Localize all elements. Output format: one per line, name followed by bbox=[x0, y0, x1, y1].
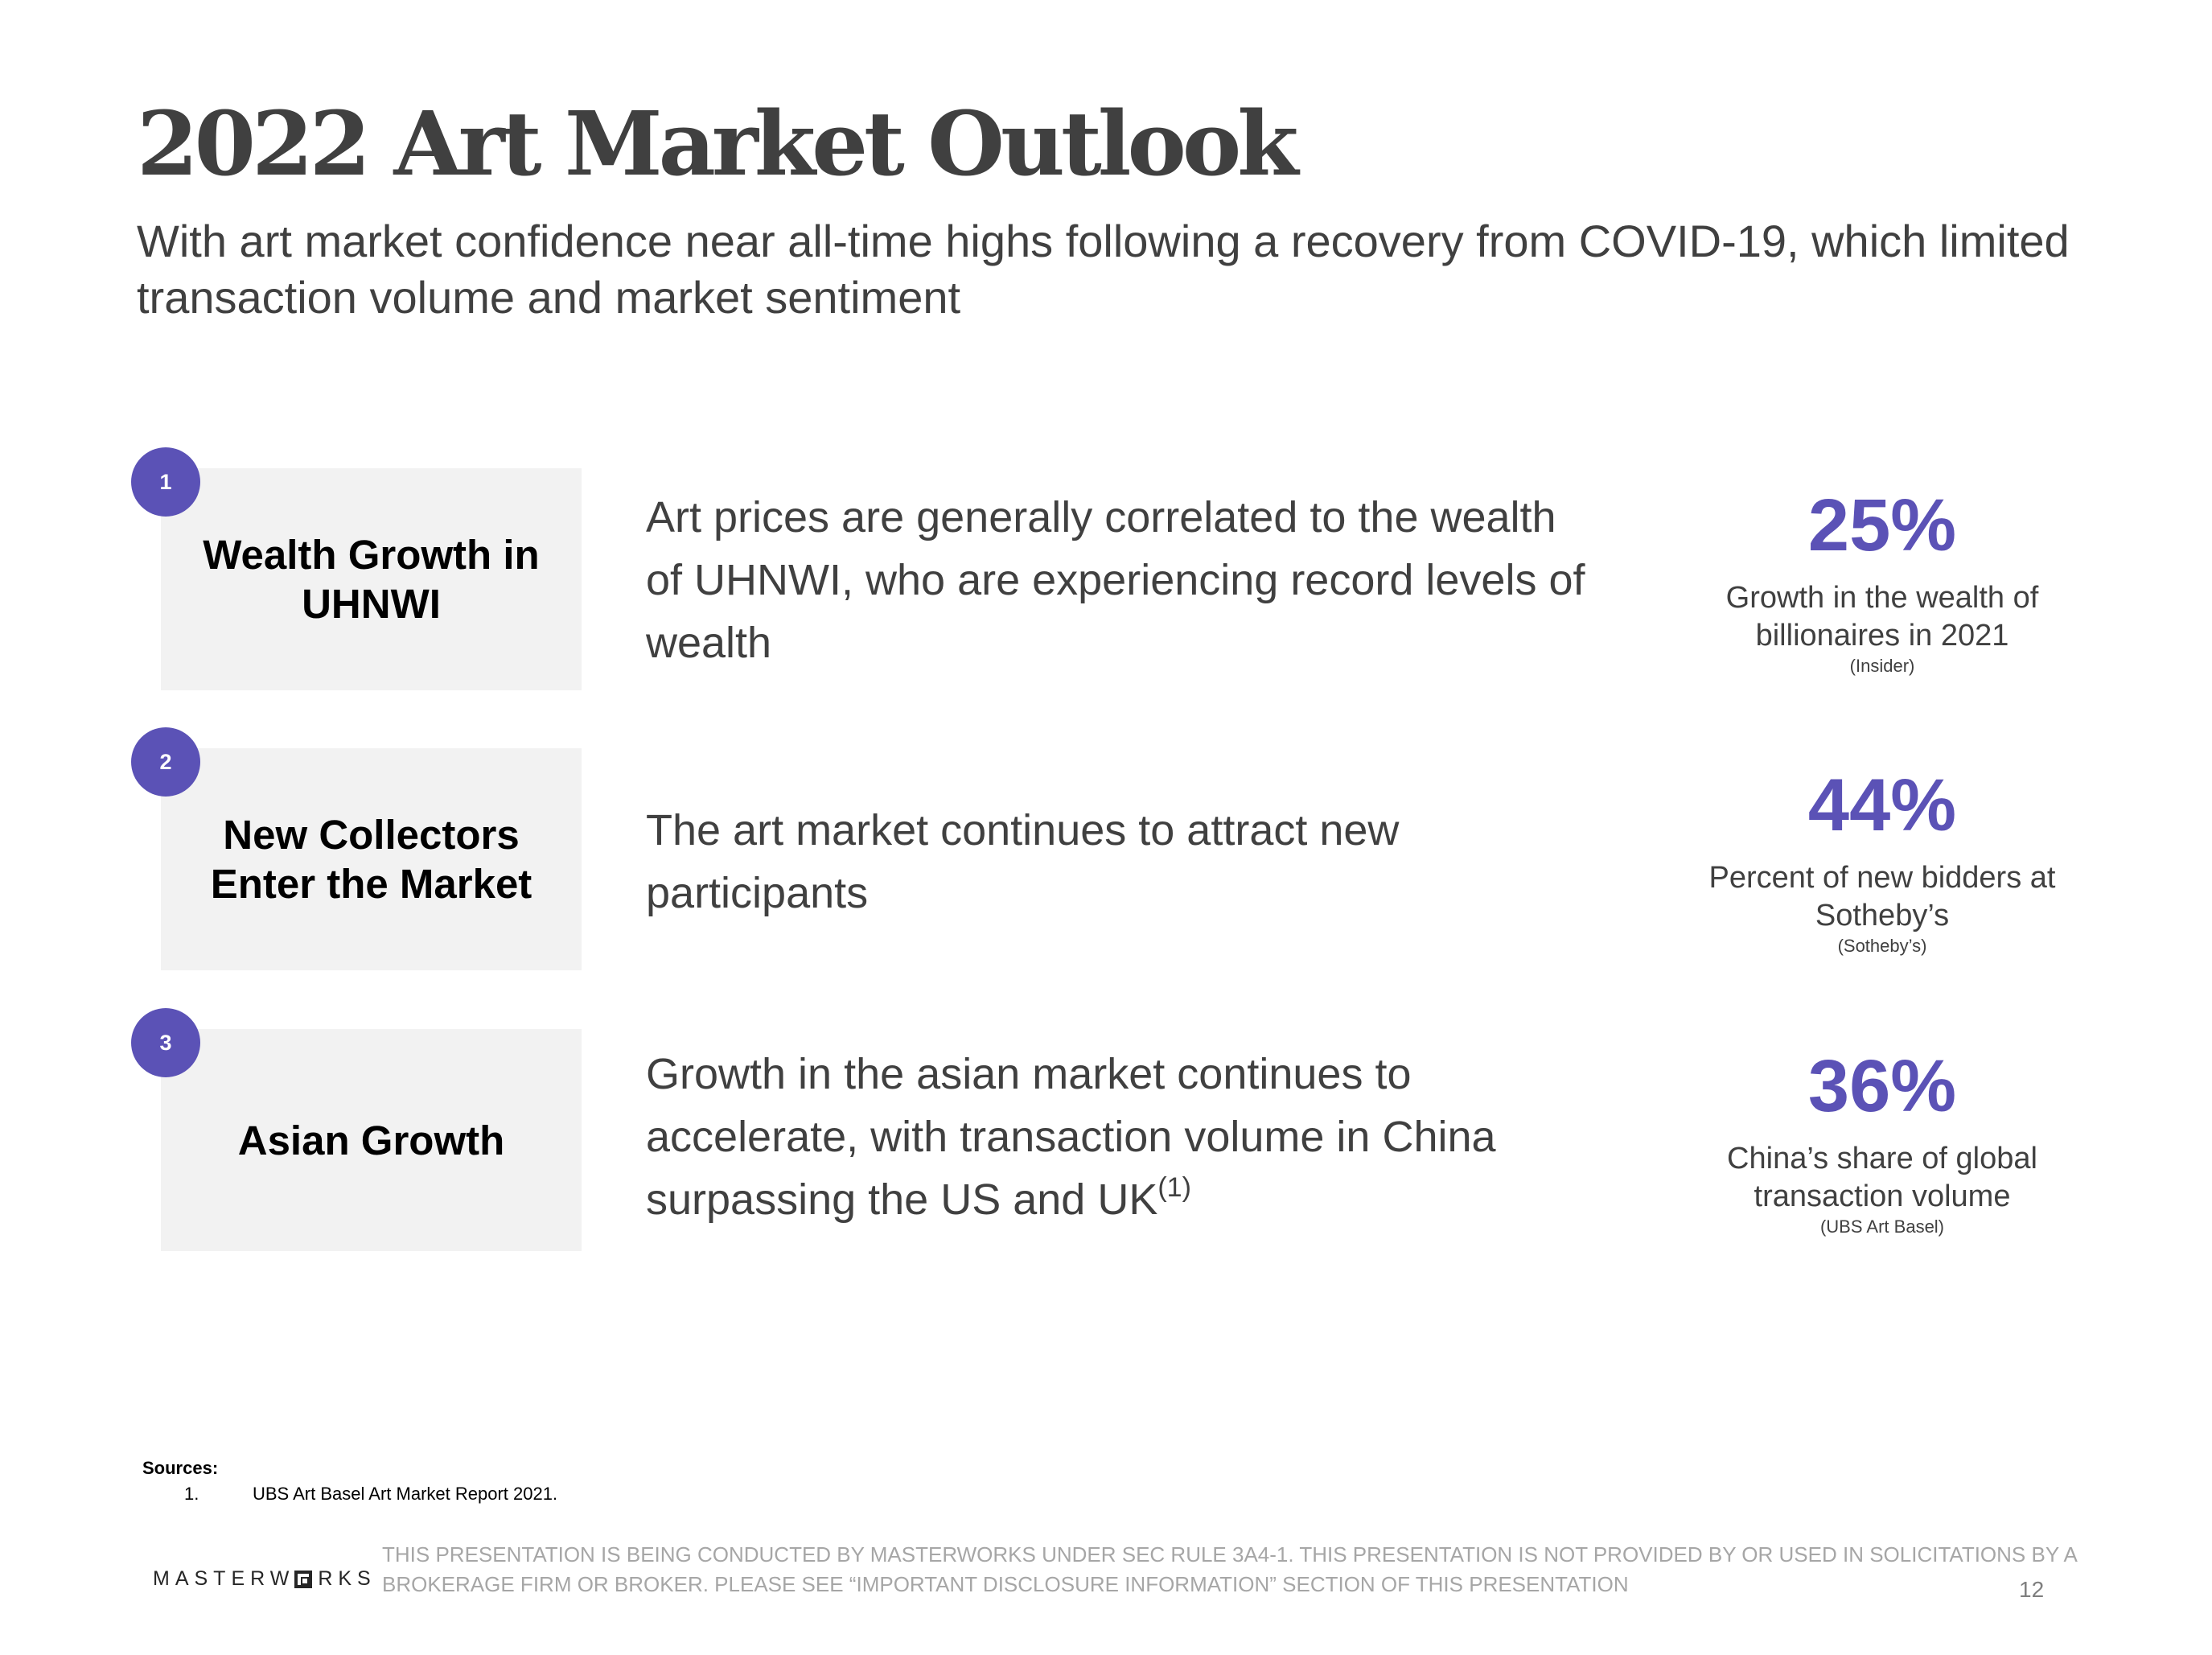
row-label-box: Wealth Growth in UHNWI bbox=[161, 468, 582, 690]
row-description: Growth in the asian market continues to … bbox=[646, 1043, 1595, 1231]
row-description: The art market continues to attract new … bbox=[646, 799, 1595, 924]
sources-heading: Sources: bbox=[142, 1458, 219, 1478]
stat-source: (Insider) bbox=[1849, 656, 1915, 676]
stat-block: 36% China’s share of global transaction … bbox=[1681, 1042, 2083, 1238]
stat-caption: Growth in the wealth of billionaires in … bbox=[1725, 581, 2039, 653]
page-title: 2022 Art Market Outlook bbox=[137, 92, 1299, 196]
logo-text-left: MASTERW bbox=[153, 1567, 295, 1590]
row-description: Art prices are generally correlated to t… bbox=[646, 486, 1595, 674]
stat-caption: China’s share of global transaction volu… bbox=[1727, 1142, 2037, 1213]
stat-block: 25% Growth in the wealth of billionaires… bbox=[1681, 481, 2083, 677]
stat-value: 36% bbox=[1807, 1045, 1957, 1127]
row-label: New Collectors Enter the Market bbox=[210, 812, 532, 907]
logo-text-right: RKS bbox=[318, 1567, 376, 1590]
row-label-box: New Collectors Enter the Market bbox=[161, 748, 582, 970]
number-badge: 2 bbox=[131, 727, 200, 797]
number-badge: 3 bbox=[131, 1008, 200, 1077]
stat-value: 25% bbox=[1807, 484, 1957, 566]
masterworks-logo: MASTERW RKS bbox=[153, 1567, 376, 1591]
stat-caption: Percent of new bidders at Sotheby’s bbox=[1708, 861, 2056, 932]
row-label-box: Asian Growth bbox=[161, 1029, 582, 1251]
row-description-text: Art prices are generally correlated to t… bbox=[646, 493, 1585, 667]
row-description-text: The art market continues to attract new … bbox=[646, 806, 1400, 917]
stat-block: 44% Percent of new bidders at Sotheby’s … bbox=[1681, 761, 2083, 957]
stat-source: (UBS Art Basel) bbox=[1819, 1217, 1945, 1237]
outlook-row: 2 New Collectors Enter the Market The ar… bbox=[0, 727, 2212, 974]
outlook-row: 3 Asian Growth Growth in the asian marke… bbox=[0, 1008, 2212, 1254]
source-number: 1. bbox=[184, 1484, 199, 1504]
page-number: 12 bbox=[2019, 1577, 2045, 1602]
square-o-icon bbox=[294, 1570, 313, 1588]
source-text: UBS Art Basel Art Market Report 2021. bbox=[253, 1484, 558, 1504]
row-description-text: Growth in the asian market continues to … bbox=[646, 1050, 1496, 1224]
stat-value: 44% bbox=[1807, 764, 1957, 846]
footnote-marker: (1) bbox=[1157, 1172, 1191, 1203]
number-badge: 1 bbox=[131, 447, 200, 517]
row-label: Wealth Growth in UHNWI bbox=[203, 532, 540, 627]
source-item: 1. UBS Art Basel Art Market Report 2021. bbox=[142, 1482, 557, 1506]
outlook-row: 1 Wealth Growth in UHNWI Art prices are … bbox=[0, 447, 2212, 694]
page-subtitle: With art market confidence near all-time… bbox=[137, 216, 2070, 323]
disclaimer-text: THIS PRESENTATION IS BEING CONDUCTED BY … bbox=[382, 1542, 2077, 1596]
stat-source: (Sotheby’s) bbox=[1837, 936, 1927, 956]
row-label: Asian Growth bbox=[237, 1117, 505, 1163]
sources-section: Sources: 1. UBS Art Basel Art Market Repo… bbox=[142, 1455, 557, 1506]
